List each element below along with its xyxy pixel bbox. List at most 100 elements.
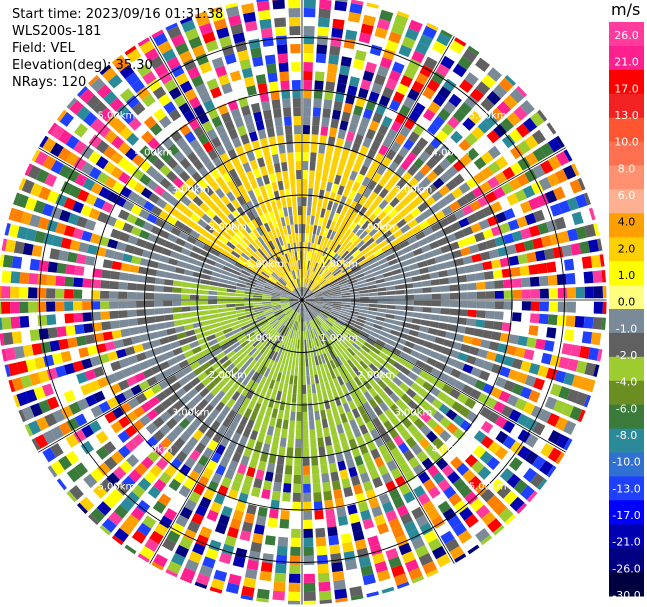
- velocity-gate: [253, 402, 262, 413]
- velocity-gate: [460, 343, 471, 354]
- velocity-gate: [494, 280, 504, 289]
- velocity-gate: [47, 465, 58, 478]
- velocity-gate: [372, 359, 382, 369]
- velocity-gate: [227, 213, 237, 223]
- start-time-label: Start time: 2023/09/16 01:31:38: [12, 7, 224, 22]
- velocity-gate: [229, 518, 242, 530]
- velocity-gate: [310, 215, 315, 225]
- velocity-gate: [327, 276, 336, 283]
- velocity-gate: [241, 3, 255, 14]
- velocity-gate: [19, 286, 29, 299]
- velocity-gate: [100, 311, 110, 320]
- velocity-gate: [336, 386, 344, 396]
- velocity-gate: [159, 255, 170, 264]
- velocity-gate: [435, 457, 449, 471]
- velocity-gate: [225, 582, 240, 594]
- range-ring-label: 1.00km: [246, 333, 284, 344]
- velocity-gate: [449, 40, 465, 55]
- velocity-gate: [142, 368, 154, 379]
- velocity-gate: [419, 522, 434, 536]
- velocity-gate: [231, 401, 241, 413]
- velocity-gate: [349, 76, 360, 88]
- velocity-gate: [386, 128, 398, 141]
- velocity-gate: [155, 457, 169, 471]
- velocity-gate: [101, 321, 112, 331]
- velocity-gate: [402, 346, 413, 355]
- velocity-gate: [210, 168, 221, 180]
- velocity-gate: [242, 427, 252, 438]
- velocity-gate: [119, 319, 129, 328]
- colorbar-tick-label: -8.0: [616, 429, 637, 442]
- velocity-gate: [127, 309, 137, 318]
- velocity-gate: [520, 227, 532, 240]
- velocity-gate: [361, 176, 371, 187]
- velocity-gate: [264, 155, 273, 166]
- velocity-gate: [202, 467, 214, 480]
- velocity-gate: [184, 88, 197, 101]
- velocity-gate: [296, 288, 301, 297]
- velocity-gate: [368, 350, 378, 359]
- velocity-gate: [329, 544, 341, 555]
- velocity-gate: [206, 509, 219, 522]
- velocity-gate: [227, 409, 237, 420]
- velocity-gate: [231, 269, 241, 276]
- velocity-gate: [329, 282, 339, 288]
- velocity-gate: [178, 359, 189, 369]
- velocity-gate: [361, 246, 371, 255]
- velocity-gate: [293, 465, 301, 475]
- velocity-gate: [417, 387, 429, 399]
- velocity-gate: [464, 454, 478, 468]
- velocity-gate: [179, 536, 193, 550]
- velocity-gate: [310, 348, 314, 358]
- velocity-gate: [581, 256, 593, 269]
- velocity-gate: [399, 382, 410, 393]
- velocity-gate: [599, 254, 605, 267]
- velocity-gate: [317, 345, 323, 356]
- velocity-gate: [315, 170, 322, 181]
- velocity-gate: [476, 310, 486, 319]
- velocity-gate: [235, 165, 245, 176]
- velocity-gate: [338, 331, 347, 339]
- velocity-gate: [272, 305, 281, 310]
- velocity-gate: [374, 27, 388, 39]
- velocity-gate: [289, 301, 299, 304]
- velocity-gate: [268, 350, 276, 360]
- velocity-gate: [345, 131, 356, 142]
- velocity-gate: [91, 290, 101, 299]
- velocity-gate: [165, 22, 178, 31]
- velocity-gate: [341, 302, 351, 305]
- velocity-gate: [411, 365, 422, 375]
- velocity-gate: [259, 376, 267, 386]
- velocity-gate: [385, 548, 399, 561]
- velocity-gate: [343, 449, 353, 461]
- velocity-gate: [186, 355, 197, 365]
- velocity-gate: [315, 419, 322, 430]
- velocity-gate: [284, 253, 290, 263]
- velocity-gate: [532, 129, 546, 145]
- velocity-gate: [305, 233, 309, 243]
- velocity-gate: [338, 280, 348, 286]
- velocity-gate: [480, 420, 494, 434]
- velocity-gate: [134, 217, 146, 228]
- velocity-gate: [336, 333, 345, 341]
- velocity-gate: [304, 269, 307, 279]
- velocity-gate: [205, 39, 219, 52]
- velocity-gate: [512, 312, 522, 322]
- velocity-gate: [110, 320, 121, 329]
- velocity-gate: [290, 411, 296, 421]
- velocity-gate: [398, 542, 412, 556]
- velocity-gate: [208, 295, 218, 300]
- velocity-gate: [238, 336, 248, 345]
- velocity-gate: [298, 330, 301, 340]
- velocity-gate: [331, 267, 340, 275]
- velocity-gate: [537, 222, 549, 235]
- velocity-gate: [278, 313, 286, 321]
- velocity-gate: [558, 356, 570, 370]
- velocity-gate: [346, 178, 355, 190]
- velocity-gate: [155, 237, 167, 247]
- velocity-gate: [366, 314, 377, 320]
- velocity-gate: [418, 150, 431, 163]
- velocity-gate: [279, 152, 287, 163]
- velocity-gate: [183, 477, 196, 490]
- velocity-gate: [350, 297, 360, 300]
